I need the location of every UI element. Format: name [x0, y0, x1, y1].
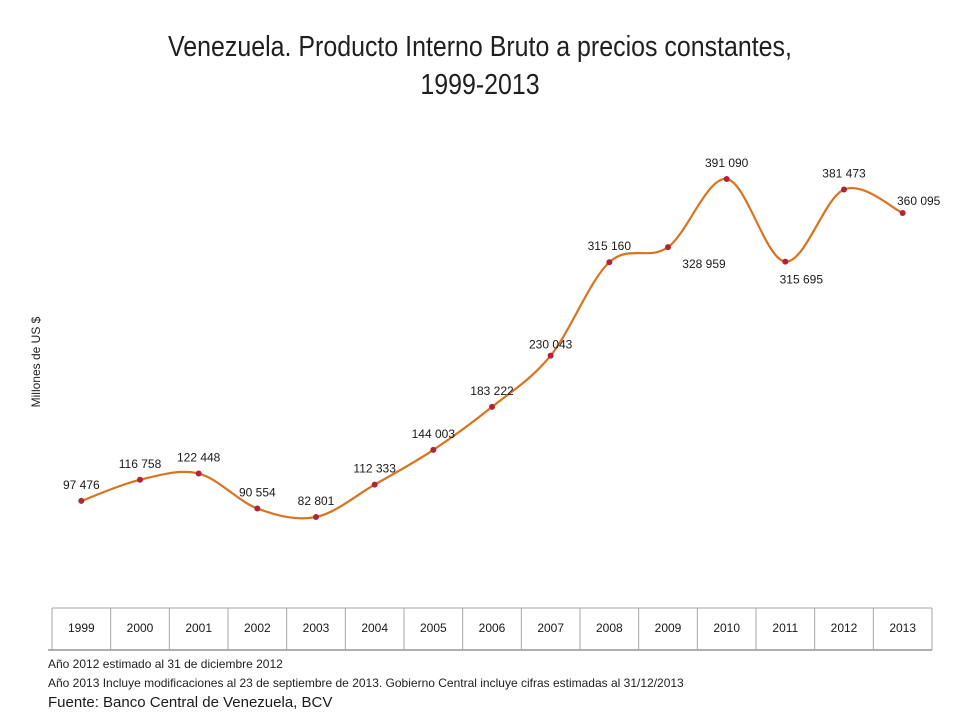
data-point: [254, 505, 261, 512]
data-point: [430, 446, 437, 453]
data-label: 360 095: [897, 194, 941, 208]
x-tick-label: 2009: [655, 621, 682, 635]
x-tick-label: 2012: [831, 621, 858, 635]
data-label: 391 090: [705, 156, 749, 170]
data-label: 315 160: [588, 239, 632, 253]
data-point: [841, 186, 847, 193]
data-label: 90 554: [239, 485, 276, 499]
x-tick-label: 2006: [479, 621, 506, 635]
x-tick-label: 2005: [420, 621, 447, 635]
data-point: [547, 352, 554, 359]
series-line: [80, 177, 904, 520]
data-label: 112 333: [353, 462, 396, 476]
x-tick-label: 2013: [889, 621, 916, 635]
data-label: 82 801: [298, 494, 335, 508]
chart-title-line1: Venezuela. Producto Interno Bruto a prec…: [168, 31, 792, 63]
x-tick-label: 2007: [537, 621, 564, 635]
x-tick-label: 1999: [68, 621, 95, 635]
x-tick-label: 2001: [185, 621, 212, 635]
data-labels: 97 476 116 758 122 448 90 554 82 801 112 333 1…: [63, 156, 941, 508]
data-point: [489, 403, 495, 410]
footnote-2012: Año 2012 estimado al 31 de diciembre 201…: [48, 657, 283, 671]
data-label: 328 959: [682, 257, 726, 271]
data-label: 183 222: [470, 384, 514, 398]
x-tick-label: 2004: [361, 621, 388, 635]
x-tick-label: 2011: [772, 621, 798, 635]
x-tick-label: 2010: [713, 621, 740, 635]
data-label: 116 758: [119, 457, 162, 471]
chart-title-line2: 1999-2013: [420, 69, 540, 101]
x-tick-label: 2003: [303, 621, 330, 635]
data-point: [665, 244, 671, 251]
data-point: [195, 470, 202, 477]
data-label: 381 473: [822, 167, 866, 181]
data-label: 144 003: [412, 427, 456, 441]
data-label: 315 695: [780, 273, 824, 287]
data-point: [606, 259, 613, 266]
data-point: [137, 476, 143, 483]
x-tick-label: 2008: [596, 621, 623, 635]
data-points: [78, 176, 906, 520]
x-tick-label: 2000: [127, 621, 154, 635]
data-point: [78, 497, 85, 504]
data-label: 122 448: [177, 451, 221, 465]
footnote-2013: Año 2013 Incluye modificaciones al 23 de…: [48, 676, 684, 690]
data-label: 97 476: [63, 478, 100, 492]
data-point: [371, 481, 378, 488]
x-tick-label: 2002: [244, 621, 271, 635]
data-point: [782, 258, 789, 265]
x-axis: 1999 2000 2001 2002 2003 2004 2005 2006 2007 2008…: [48, 607, 933, 651]
data-point: [313, 514, 319, 520]
data-point: [723, 176, 730, 182]
source-note: Fuente: Banco Central de Venezuela, BCV: [48, 694, 333, 711]
data-label: 230 043: [529, 338, 573, 352]
chart-title: Venezuela. Producto Interno Bruto a prec…: [67, 28, 893, 104]
data-point: [899, 209, 906, 216]
footnotes: Año 2012 estimado al 31 de diciembre 201…: [48, 655, 684, 713]
